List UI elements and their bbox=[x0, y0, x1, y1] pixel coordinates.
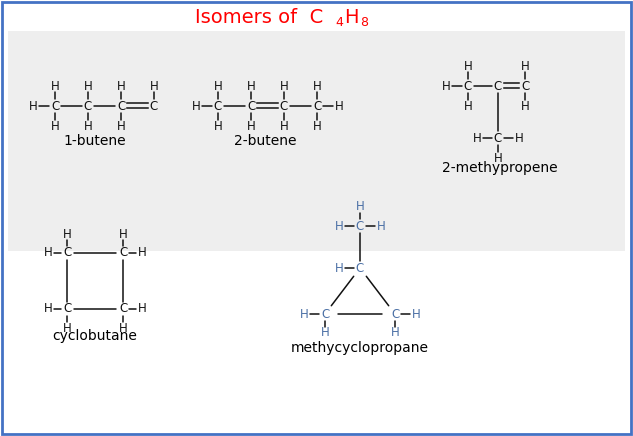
Text: methycyclopropane: methycyclopropane bbox=[291, 341, 429, 355]
Text: 2-methypropene: 2-methypropene bbox=[442, 161, 558, 175]
Text: H: H bbox=[51, 79, 60, 92]
Text: H: H bbox=[116, 79, 125, 92]
Text: H: H bbox=[391, 327, 399, 340]
Text: C: C bbox=[63, 246, 71, 259]
Text: C: C bbox=[494, 132, 502, 144]
Text: H: H bbox=[63, 228, 72, 241]
Text: H: H bbox=[137, 303, 146, 316]
Text: H: H bbox=[44, 246, 53, 259]
Text: C: C bbox=[119, 246, 127, 259]
Text: H: H bbox=[118, 228, 127, 241]
Text: H: H bbox=[149, 79, 158, 92]
Text: H: H bbox=[442, 79, 450, 92]
Text: cyclobutane: cyclobutane bbox=[53, 329, 137, 343]
Text: H: H bbox=[137, 246, 146, 259]
Text: C: C bbox=[356, 219, 364, 232]
Text: 1-butene: 1-butene bbox=[64, 134, 127, 148]
Text: 4: 4 bbox=[335, 17, 343, 30]
Text: C: C bbox=[150, 99, 158, 112]
FancyBboxPatch shape bbox=[8, 31, 625, 251]
Text: H: H bbox=[356, 201, 365, 214]
Text: H: H bbox=[473, 132, 481, 144]
Text: H: H bbox=[321, 327, 329, 340]
Text: H: H bbox=[520, 59, 529, 72]
Text: H: H bbox=[463, 59, 472, 72]
Text: H: H bbox=[118, 321, 127, 334]
Text: C: C bbox=[494, 79, 502, 92]
Text: H: H bbox=[44, 303, 53, 316]
Text: H: H bbox=[463, 99, 472, 112]
Text: H: H bbox=[213, 119, 222, 133]
Text: H: H bbox=[116, 119, 125, 133]
Text: H: H bbox=[335, 262, 343, 275]
Text: H: H bbox=[84, 119, 92, 133]
Text: C: C bbox=[464, 79, 472, 92]
Text: C: C bbox=[313, 99, 321, 112]
Text: H: H bbox=[494, 151, 503, 164]
Text: C: C bbox=[280, 99, 288, 112]
Text: H: H bbox=[411, 307, 420, 320]
Text: H: H bbox=[247, 119, 255, 133]
Text: H: H bbox=[280, 79, 289, 92]
Text: H: H bbox=[313, 79, 322, 92]
Text: C: C bbox=[51, 99, 59, 112]
Text: H: H bbox=[84, 79, 92, 92]
Text: C: C bbox=[63, 303, 71, 316]
Text: C: C bbox=[321, 307, 329, 320]
Text: H: H bbox=[28, 99, 37, 112]
Text: C: C bbox=[521, 79, 529, 92]
Text: 8: 8 bbox=[360, 17, 368, 30]
Text: H: H bbox=[192, 99, 201, 112]
Text: H: H bbox=[344, 8, 358, 27]
Text: C: C bbox=[356, 262, 364, 275]
Text: H: H bbox=[520, 99, 529, 112]
Text: H: H bbox=[247, 79, 255, 92]
Text: H: H bbox=[51, 119, 60, 133]
Text: Isomers of  C: Isomers of C bbox=[195, 8, 323, 27]
Text: H: H bbox=[280, 119, 289, 133]
Text: 2-butene: 2-butene bbox=[234, 134, 296, 148]
Text: C: C bbox=[214, 99, 222, 112]
Text: H: H bbox=[377, 219, 385, 232]
Text: C: C bbox=[117, 99, 125, 112]
Text: H: H bbox=[335, 219, 343, 232]
Text: H: H bbox=[63, 321, 72, 334]
Text: C: C bbox=[84, 99, 92, 112]
Text: C: C bbox=[391, 307, 399, 320]
Text: H: H bbox=[213, 79, 222, 92]
Text: H: H bbox=[515, 132, 523, 144]
Text: H: H bbox=[313, 119, 322, 133]
Text: C: C bbox=[119, 303, 127, 316]
Text: H: H bbox=[299, 307, 308, 320]
Text: H: H bbox=[335, 99, 343, 112]
Text: C: C bbox=[247, 99, 255, 112]
